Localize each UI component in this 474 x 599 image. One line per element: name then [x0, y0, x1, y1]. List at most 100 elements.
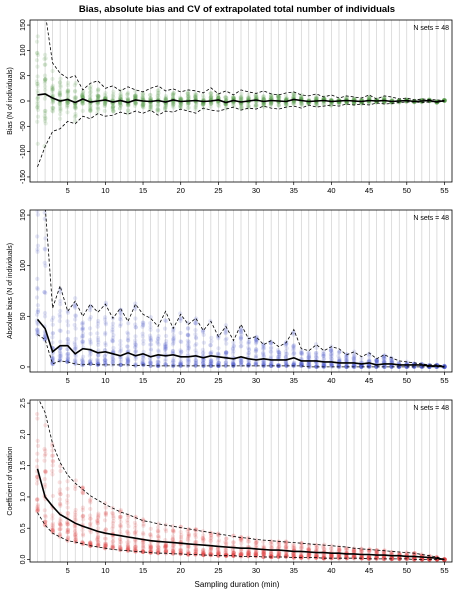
data-point — [88, 107, 93, 112]
data-point — [80, 320, 85, 325]
data-point — [223, 330, 228, 335]
data-point — [170, 348, 176, 354]
data-point — [117, 544, 123, 550]
data-point — [239, 551, 244, 556]
data-point — [110, 356, 115, 362]
data-point — [215, 553, 220, 558]
data-point — [65, 103, 70, 108]
data-point — [141, 518, 146, 523]
data-point — [284, 363, 289, 368]
data-point — [224, 363, 229, 368]
data-point — [118, 359, 123, 364]
data-point — [35, 105, 40, 110]
data-point — [57, 90, 62, 95]
data-point — [57, 91, 62, 97]
data-point — [329, 348, 334, 353]
data-point — [111, 535, 116, 541]
data-point — [125, 355, 130, 361]
x-tick-label: 40 — [327, 186, 335, 195]
data-point — [231, 362, 237, 368]
data-point — [148, 327, 153, 332]
data-point — [96, 535, 101, 540]
data-point — [87, 102, 93, 107]
x-tick-label: 45 — [365, 376, 373, 385]
data-point — [208, 95, 213, 100]
data-point — [171, 528, 176, 533]
data-point — [155, 548, 160, 554]
data-point — [96, 94, 101, 99]
data-point — [246, 92, 251, 97]
data-point — [110, 97, 115, 102]
data-point — [193, 360, 199, 365]
data-point — [80, 339, 85, 344]
data-point — [224, 536, 229, 541]
data-point — [321, 361, 326, 367]
data-point — [117, 96, 123, 101]
data-point — [224, 341, 229, 346]
data-point — [170, 94, 175, 99]
data-point — [80, 507, 85, 513]
data-point — [118, 310, 123, 315]
y-tick-label: 1.5 — [20, 461, 27, 471]
data-point — [50, 340, 55, 345]
data-point — [118, 362, 124, 367]
data-point — [261, 102, 266, 107]
data-point — [209, 361, 214, 366]
data-point — [247, 551, 252, 556]
data-point — [72, 342, 77, 347]
data-point — [329, 363, 335, 368]
data-point — [148, 338, 154, 343]
data-point — [246, 359, 251, 365]
data-point — [254, 540, 259, 545]
data-point — [102, 104, 107, 109]
data-point — [50, 459, 56, 464]
data-point — [283, 354, 289, 359]
data-point — [284, 554, 289, 559]
data-point — [321, 356, 327, 361]
data-point — [238, 359, 244, 364]
data-point — [307, 363, 312, 368]
data-point — [95, 518, 100, 523]
data-point — [208, 101, 213, 106]
data-point — [261, 551, 266, 556]
data-point — [194, 350, 199, 356]
data-point — [185, 361, 191, 366]
data-point — [43, 62, 48, 67]
data-point — [336, 363, 341, 368]
data-point — [193, 348, 198, 353]
data-point — [95, 110, 100, 115]
data-point — [110, 106, 115, 111]
data-point — [126, 531, 131, 536]
data-point — [65, 493, 70, 498]
data-point — [209, 95, 214, 101]
data-point — [95, 542, 100, 547]
data-point — [200, 93, 206, 98]
data-point — [216, 360, 222, 365]
data-point — [186, 345, 191, 351]
data-point — [276, 354, 281, 360]
data-point — [80, 101, 85, 106]
data-point — [35, 81, 40, 86]
data-point — [299, 541, 304, 546]
data-point — [80, 92, 85, 97]
data-point — [164, 363, 169, 369]
data-point — [95, 89, 100, 94]
data-point — [110, 526, 115, 531]
data-point — [141, 543, 146, 549]
data-point — [238, 337, 243, 342]
data-point — [178, 95, 183, 100]
data-point — [276, 554, 281, 559]
data-point — [367, 95, 372, 100]
data-point — [321, 353, 326, 359]
data-point — [57, 90, 62, 96]
data-point — [283, 539, 289, 544]
data-point — [133, 306, 138, 312]
data-point — [277, 553, 282, 558]
data-point — [185, 333, 190, 338]
data-point — [148, 97, 153, 102]
data-point — [283, 552, 289, 557]
data-point — [268, 349, 273, 354]
data-point — [253, 103, 259, 108]
data-point — [254, 338, 259, 343]
data-point — [223, 553, 228, 558]
